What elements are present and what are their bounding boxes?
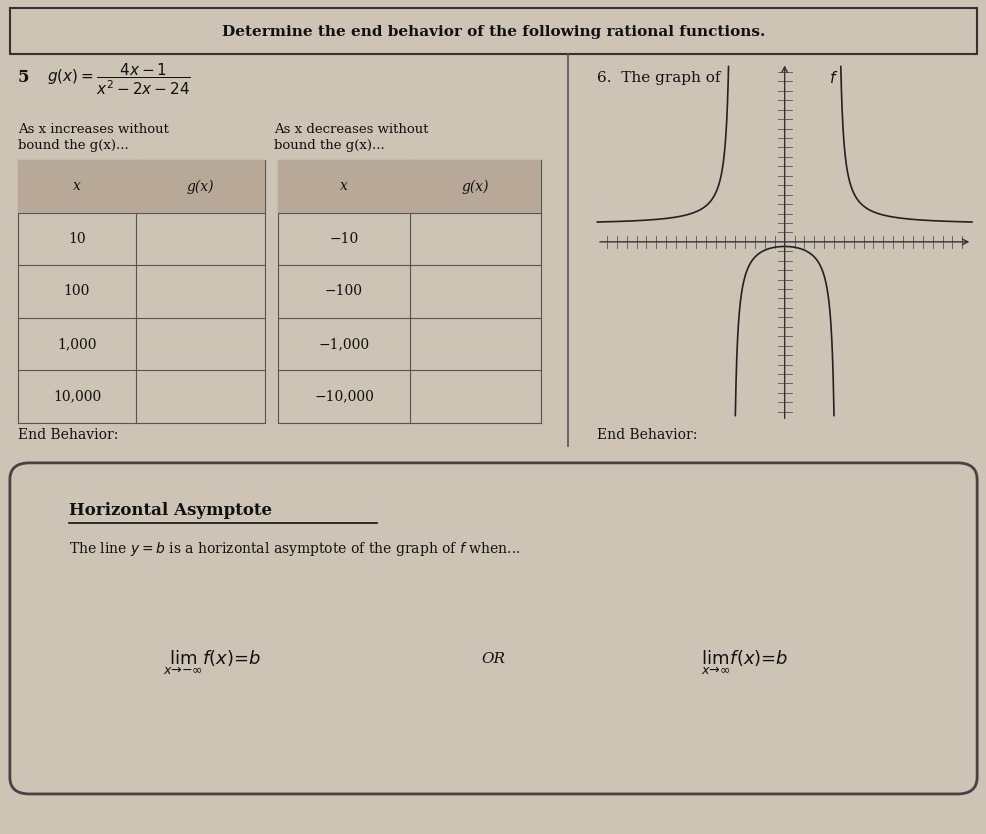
Text: 100: 100	[64, 284, 90, 299]
Bar	[18, 160, 264, 213]
FancyBboxPatch shape	[10, 463, 976, 794]
Text: The line $y = b$ is a horizontal asymptote of the graph of $f$ when...: The line $y = b$ is a horizontal asympto…	[69, 540, 520, 558]
Text: x: x	[73, 179, 81, 193]
Text: g(x): g(x)	[186, 179, 214, 193]
Text: x: x	[340, 179, 347, 193]
Text: −10,000: −10,000	[314, 389, 374, 404]
Text: End Behavior:: End Behavior:	[18, 429, 118, 442]
Text: 10: 10	[68, 232, 86, 246]
Text: 10,000: 10,000	[53, 389, 101, 404]
Text: OR: OR	[481, 652, 505, 666]
Text: 1,000: 1,000	[57, 337, 97, 351]
Text: Determine the end behavior of the following rational functions.: Determine the end behavior of the follow…	[222, 25, 764, 38]
Text: $g(x) = \dfrac{4x-1}{x^2-2x-24}$: $g(x) = \dfrac{4x-1}{x^2-2x-24}$	[47, 62, 191, 97]
Text: bound the g(x)...: bound the g(x)...	[274, 139, 385, 153]
Text: 6.  The graph of: 6. The graph of	[597, 71, 725, 84]
Text: $f$: $f$	[828, 69, 837, 86]
Text: As x increases without: As x increases without	[18, 123, 169, 136]
FancyBboxPatch shape	[10, 8, 976, 54]
Text: bound the g(x)...: bound the g(x)...	[18, 139, 128, 153]
Bar	[278, 160, 540, 213]
Text: −1,000: −1,000	[318, 337, 369, 351]
Text: As x decreases without: As x decreases without	[274, 123, 429, 136]
Text: −10: −10	[329, 232, 358, 246]
Text: −100: −100	[324, 284, 363, 299]
Text: $\lim_{x \to -\infty} f(x) = b$: $\lim_{x \to -\infty} f(x) = b$	[163, 649, 261, 677]
Text: g(x): g(x)	[461, 179, 488, 193]
Text: Horizontal Asymptote: Horizontal Asymptote	[69, 502, 272, 519]
Text: End Behavior:: End Behavior:	[597, 429, 697, 442]
Text: $\lim_{x \to \infty} f(x) = b$: $\lim_{x \to \infty} f(x) = b$	[701, 649, 788, 677]
Text: 5: 5	[18, 69, 30, 86]
